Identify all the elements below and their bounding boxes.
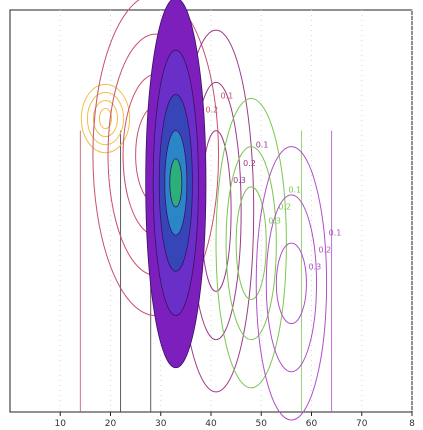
contour-label-3-0: 0.1 — [288, 186, 301, 195]
contour-label-2-1: 0.2 — [243, 159, 256, 168]
contour-label-4-1: 0.2 — [319, 245, 332, 254]
contour-ring-4-2 — [275, 242, 307, 325]
contour-ring-3-2 — [235, 186, 267, 300]
contour-ring-0-0 — [80, 83, 131, 154]
x-tick-label-3: 40 — [205, 419, 217, 429]
contour-label-2-2: 0.3 — [233, 176, 246, 185]
contour-series-3: 0.10.20.3 — [215, 97, 301, 389]
contour-ring-5-4 — [169, 158, 183, 208]
x-tick-label-0: 10 — [55, 419, 67, 429]
contour-label-4-2: 0.3 — [308, 262, 321, 271]
contour-label-1-0: 0.1 — [221, 91, 234, 100]
contour-series: 0.10.20.30.40.10.20.30.10.20.30.10.20.3 — [80, 0, 342, 421]
contour-ring-0-3 — [98, 107, 113, 130]
x-tick-label-1: 20 — [105, 419, 117, 429]
x-tick-label-2: 30 — [155, 419, 167, 429]
x-tick-label-7: 8 — [409, 419, 415, 429]
x-tick-label-5: 60 — [306, 419, 318, 429]
contour-ring-4-1 — [265, 194, 318, 373]
contour-label-4-0: 0.1 — [329, 229, 342, 238]
contour-ring-0-2 — [92, 99, 119, 138]
contour-label-3-2: 0.3 — [268, 216, 281, 225]
contour-ring-3-1 — [225, 146, 277, 341]
x-tick-label-6: 70 — [356, 419, 368, 429]
contour-series-0 — [80, 83, 131, 154]
contour-series-4: 0.1 0.2 0.3 — [255, 146, 342, 421]
contour-label-3-1: 0.2 — [278, 202, 291, 211]
contour-series-5 — [145, 0, 207, 369]
contour-label-1-1: 0.2 — [205, 106, 218, 115]
contour-ring-0-1 — [86, 91, 125, 146]
contour-label-2-0: 0.1 — [256, 141, 269, 150]
contour-ring-3-0 — [215, 97, 287, 389]
x-tick-label-4: 50 — [256, 419, 268, 429]
contour-ring-4-0 — [255, 146, 328, 421]
x-axis: 10 20 30 40 50 60 70 8 — [55, 412, 415, 429]
